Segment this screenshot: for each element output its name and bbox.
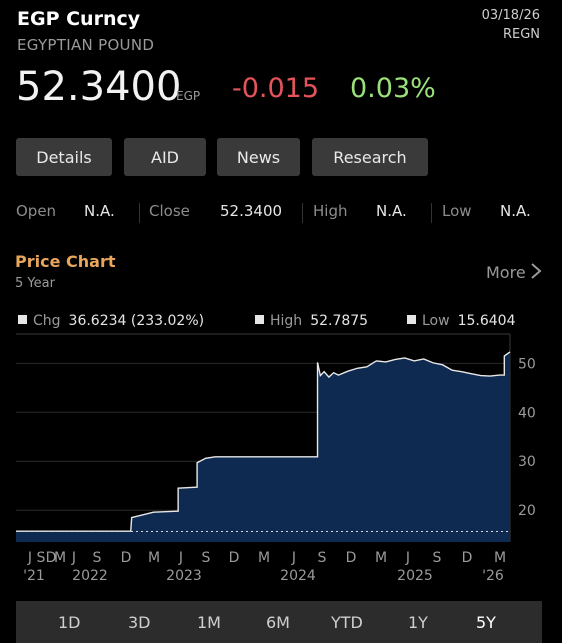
open-value: N.A.: [84, 202, 115, 220]
range-button-1m[interactable]: 1M: [197, 613, 221, 632]
y-tick-label: 50: [518, 356, 536, 372]
research-button[interactable]: Research: [312, 138, 428, 176]
legend-high-value: 52.7875: [310, 313, 369, 329]
y-tick-label: 40: [518, 405, 536, 421]
x-year-label: '21: [23, 568, 45, 584]
x-tick-label: D: [46, 550, 57, 566]
x-tick-label: S: [433, 550, 442, 566]
price-line: [16, 351, 511, 532]
x-tick-label: S: [318, 550, 327, 566]
legend-swatch: [255, 315, 264, 324]
last-price: 52.3400: [16, 64, 182, 110]
x-tick-label: D: [121, 550, 132, 566]
stats-divider: [431, 203, 432, 223]
x-year-label: 2022: [72, 568, 108, 584]
x-tick-label: S: [93, 550, 102, 566]
chevron-right-icon[interactable]: [529, 261, 543, 281]
x-tick-label: J: [291, 550, 296, 566]
details-button[interactable]: Details: [16, 138, 112, 176]
stats-divider: [139, 203, 140, 223]
range-button-1y[interactable]: 1Y: [408, 613, 428, 632]
security-title: EGP Curncy: [17, 8, 141, 30]
y-tick-label: 30: [518, 454, 536, 470]
high-value: N.A.: [376, 202, 407, 220]
x-tick-label: J: [178, 550, 183, 566]
legend-low-value: 15.6404: [457, 313, 516, 329]
price-area: [16, 351, 510, 542]
security-subtitle: EGYPTIAN POUND: [17, 36, 155, 54]
x-year-label: 2024: [280, 568, 316, 584]
x-tick-label: D: [229, 550, 240, 566]
news-button[interactable]: News: [217, 138, 300, 176]
range-button-1d[interactable]: 1D: [58, 613, 81, 632]
legend-swatch: [407, 315, 416, 324]
legend-high: High 52.7875: [255, 313, 368, 329]
range-button-6m[interactable]: 6M: [266, 613, 290, 632]
x-tick-label: M: [494, 550, 506, 566]
close-value: 52.3400: [220, 202, 283, 220]
legend-change-label: Chg: [33, 313, 61, 329]
stats-divider: [302, 203, 303, 223]
x-tick-label: S: [202, 550, 211, 566]
x-tick-label: D: [462, 550, 473, 566]
range-button-5y[interactable]: 5Y: [476, 613, 496, 632]
x-tick-label: J: [27, 550, 32, 566]
legend-change: Chg 36.6234 (233.02%): [18, 313, 204, 329]
x-tick-label: J: [71, 550, 76, 566]
x-tick-label: M: [375, 550, 387, 566]
percent-change: 0.03%: [350, 73, 436, 104]
range-button-ytd[interactable]: YTD: [331, 613, 363, 632]
price-chart-title: Price Chart: [15, 252, 116, 271]
net-change: -0.015: [232, 73, 320, 104]
currency-code: EGP: [176, 89, 201, 103]
exchange-code: REGN: [502, 27, 540, 42]
legend-high-label: High: [270, 313, 303, 329]
range-button-3d[interactable]: 3D: [128, 613, 151, 632]
x-tick-label: M: [258, 550, 270, 566]
quote-date: 03/18/26: [481, 8, 540, 23]
x-year-label: '26: [482, 568, 504, 584]
legend-low: Low 15.6404: [407, 313, 515, 329]
x-tick-label: M: [54, 550, 66, 566]
high-label: High: [313, 202, 348, 220]
range-selector: [16, 601, 542, 643]
x-year-label: 2025: [397, 568, 433, 584]
y-tick-label: 20: [518, 503, 536, 519]
x-tick-label: S: [37, 550, 46, 566]
more-link[interactable]: More: [486, 263, 526, 282]
x-tick-label: M: [148, 550, 160, 566]
low-label: Low: [442, 202, 472, 220]
legend-low-label: Low: [422, 313, 450, 329]
legend-change-value: 36.6234 (233.02%): [68, 313, 205, 329]
x-tick-label: J: [405, 550, 410, 566]
close-label: Close: [149, 202, 190, 220]
legend-swatch: [18, 315, 27, 324]
x-tick-label: D: [346, 550, 357, 566]
price-chart-range: 5 Year: [15, 276, 55, 291]
aid-button[interactable]: AID: [124, 138, 206, 176]
x-year-label: 2023: [166, 568, 202, 584]
low-value: N.A.: [500, 202, 531, 220]
open-label: Open: [16, 202, 57, 220]
